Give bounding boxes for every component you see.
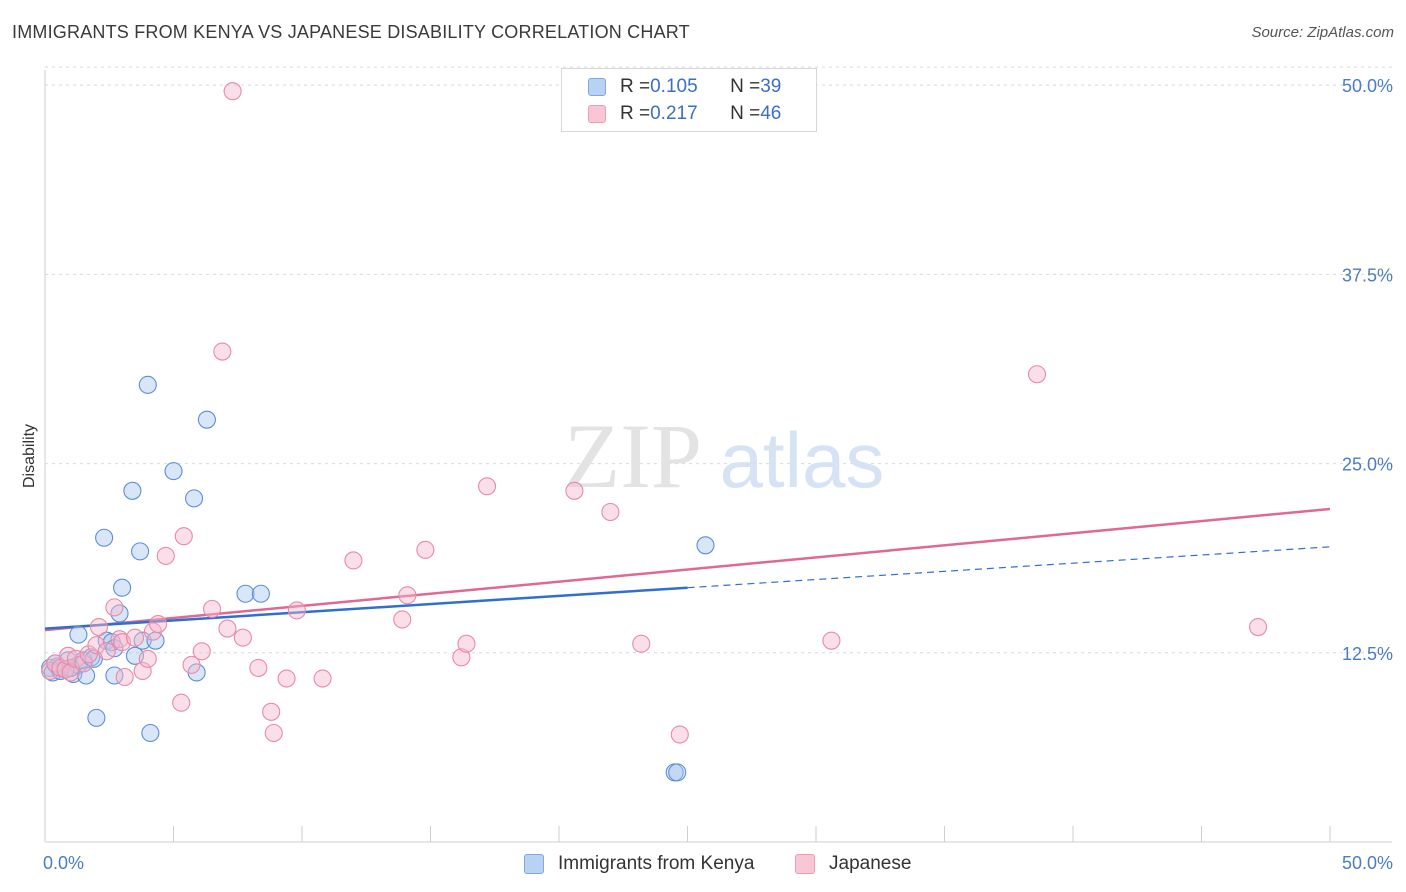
legend-r-label: R = [620,76,651,97]
japanese-point-23 [174,527,193,546]
japanese-point-15 [115,667,134,687]
japanese-point-5 [61,663,80,682]
japanese-point-41 [452,648,471,667]
japanese-point-45 [601,502,620,522]
legend-n-value: 39 [760,76,782,97]
y-tick-label-3: 50.0% [1342,76,1393,96]
japanese-point-16 [125,628,144,647]
japanese-point-29 [223,82,242,101]
legend-swatch-japanese [588,105,606,123]
x-tick-label-0: 0.0% [43,853,84,873]
y-tick-label-0: 12.5% [1342,644,1393,664]
legend-r-value: 0.105 [650,76,698,97]
japanese-point-12 [105,598,124,617]
trend-lines [44,507,1331,632]
kenya-point-26 [141,723,160,743]
kenya-point-13 [87,708,106,727]
legend-n-label: N = [730,103,761,124]
y-tick-label-2: 37.5% [1342,265,1393,285]
kenya-point-36 [696,536,715,555]
trend-line-kenya [44,586,688,630]
axes [44,70,1392,843]
bottom-legend-swatch-kenya [524,854,544,874]
japanese-point-36 [313,669,332,688]
kenya-point-23 [131,542,150,561]
japanese-point-46 [632,634,651,653]
kenya-point-8 [69,625,88,644]
japanese-point-39 [398,586,417,605]
japanese-point-13 [110,630,129,649]
bottom-legend-label-kenya: Immigrants from Kenya [558,853,755,874]
source-credit: Source: ZipAtlas.com [1251,24,1394,41]
japanese-point-8 [79,645,98,664]
kenya-point-32 [236,584,255,603]
y-tick-label-1: 25.0% [1342,455,1393,475]
japanese-point-20 [149,614,168,634]
kenya-point-35 [668,763,687,782]
japanese-point-33 [264,723,283,743]
japanese-point-31 [249,658,268,677]
japanese-point-30 [233,628,252,647]
bottom-legend-japanese: Japanese [795,852,911,876]
y-axis-label: Disability [21,424,38,488]
trend-line-japanese [44,507,1331,632]
japanese-point-37 [344,551,363,570]
japanese-point-18 [138,649,157,668]
x-tick-label-1: 50.0% [1342,853,1393,873]
japanese-point-11 [97,642,116,661]
grid-lines [45,66,1392,654]
japanese-point-24 [182,655,201,674]
japanese-point-27 [213,342,232,361]
tick-labels: 12.5% 25.0% 37.5% 50.0% 0.0% 50.0% [43,76,1393,873]
japanese-point-9 [87,636,106,655]
japanese-point-50 [1248,618,1268,637]
japanese-point-35 [287,601,306,620]
kenya-point-21 [123,481,142,500]
trend-line-kenya-extension [687,546,1331,589]
japanese-point-21 [156,546,175,565]
japanese-point-22 [172,693,191,712]
bottom-legend-kenya: Immigrants from Kenya [524,852,754,876]
kenya-point-19 [110,604,129,623]
legend-swatch-kenya [588,78,606,96]
japanese-point-49 [1027,365,1047,384]
kenya-point-31 [197,410,216,429]
japanese-point-42 [457,634,476,653]
kenya-point-33 [251,584,270,603]
kenya-point-20 [113,578,132,597]
legend: R = 0.105 N = 39 R = 0.217 N = 46 [561,68,817,132]
kenya-point-14 [95,528,114,547]
legend-row-kenya: R = 0.105 N = 39 [588,75,781,99]
japanese-point-38 [393,610,412,629]
japanese-point-26 [203,599,222,618]
japanese-point-10 [89,618,109,637]
bottom-legend-label-japanese: Japanese [829,853,912,874]
legend-row-japanese: R = 0.217 N = 46 [588,102,781,126]
kenya-point-28 [164,462,183,481]
japanese-point-40 [416,540,435,559]
legend-n-value: 46 [760,103,782,124]
japanese-point-17 [133,661,152,680]
legend-n-label: N = [730,76,761,97]
japanese-point-32 [262,702,281,721]
watermark-zip: ZIP [564,405,702,507]
japanese-point-44 [565,481,584,500]
bottom-legend-swatch-japanese [795,854,815,874]
japanese-point-48 [822,631,841,650]
japanese-points [41,82,1268,744]
japanese-point-7 [74,654,93,673]
japanese-point-25 [192,642,211,661]
legend-r-value: 0.217 [650,103,698,124]
japanese-point-43 [477,477,497,496]
japanese-point-47 [670,725,689,744]
japanese-point-28 [218,619,237,638]
kenya-point-29 [185,489,204,508]
kenya-point-25 [138,375,157,394]
chart-title: IMMIGRANTS FROM KENYA VS JAPANESE DISABI… [12,22,690,42]
legend-r-label: R = [620,103,651,124]
watermark-atlas: atlas [720,416,885,504]
japanese-point-34 [277,669,296,688]
